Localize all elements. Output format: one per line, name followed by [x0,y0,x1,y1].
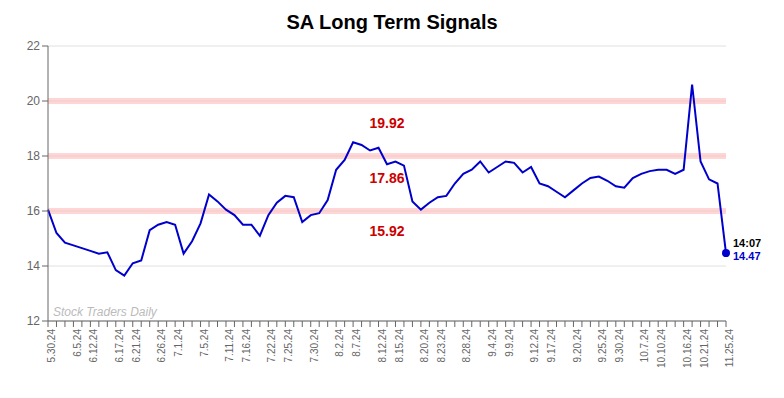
svg-text:7.25.24: 7.25.24 [283,329,294,363]
svg-text:22: 22 [27,39,41,53]
svg-text:16: 16 [27,204,41,218]
svg-text:9.17.24: 9.17.24 [546,329,557,363]
html-text:SA Long Term Signals: SA Long Term Signals [286,11,498,33]
svg-text:8.28.24: 8.28.24 [461,329,472,363]
svg-text:8.12.24: 8.12.24 [377,329,388,363]
svg-text:9.4.24: 9.4.24 [487,329,498,357]
svg-text:7.16.24: 7.16.24 [241,329,252,363]
svg-text:9.9.24: 9.9.24 [504,329,515,357]
svg-text:9.20.24: 9.20.24 [572,329,583,363]
svg-text:19.92: 19.92 [369,115,404,131]
svg-text:18: 18 [27,149,41,163]
svg-text:Stock Traders Daily: Stock Traders Daily [53,305,158,319]
svg-text:14:07: 14:07 [733,237,761,249]
svg-text:9.25.24: 9.25.24 [597,329,608,363]
svg-text:7.1.24: 7.1.24 [173,329,184,357]
svg-text:7.5.24: 7.5.24 [199,329,210,357]
svg-text:6.5.24: 6.5.24 [72,329,83,357]
svg-text:8.20.24: 8.20.24 [419,329,430,363]
svg-text:6.26.24: 6.26.24 [156,329,167,363]
svg-text:9.30.24: 9.30.24 [614,329,625,363]
svg-text:14: 14 [27,259,41,273]
svg-text:8.23.24: 8.23.24 [436,329,447,363]
svg-text:6.17.24: 6.17.24 [114,329,125,363]
svg-text:8.2.24: 8.2.24 [334,329,345,357]
svg-text:7.11.24: 7.11.24 [224,329,235,362]
svg-text:14.47: 14.47 [733,250,761,262]
svg-text:8.7.24: 8.7.24 [351,329,362,357]
svg-text:17.86: 17.86 [369,170,404,186]
svg-text:20: 20 [27,94,41,108]
svg-text:5.30.24: 5.30.24 [46,329,57,363]
svg-text:8.15.24: 8.15.24 [394,329,405,363]
svg-text:10.16.24: 10.16.24 [682,329,693,368]
svg-text:10.7.24: 10.7.24 [639,329,650,363]
svg-text:12: 12 [27,314,41,328]
svg-text:10.10.24: 10.10.24 [656,329,667,368]
svg-text:9.12.24: 9.12.24 [529,329,540,363]
svg-text:6.21.24: 6.21.24 [131,329,142,363]
svg-text:15.92: 15.92 [369,223,404,239]
svg-text:10.21.24: 10.21.24 [699,329,710,368]
svg-text:11.25.24: 11.25.24 [724,329,735,368]
svg-text:6.12.24: 6.12.24 [88,329,99,363]
svg-text:7.22.24: 7.22.24 [266,329,277,363]
svg-text:7.30.24: 7.30.24 [309,329,320,363]
